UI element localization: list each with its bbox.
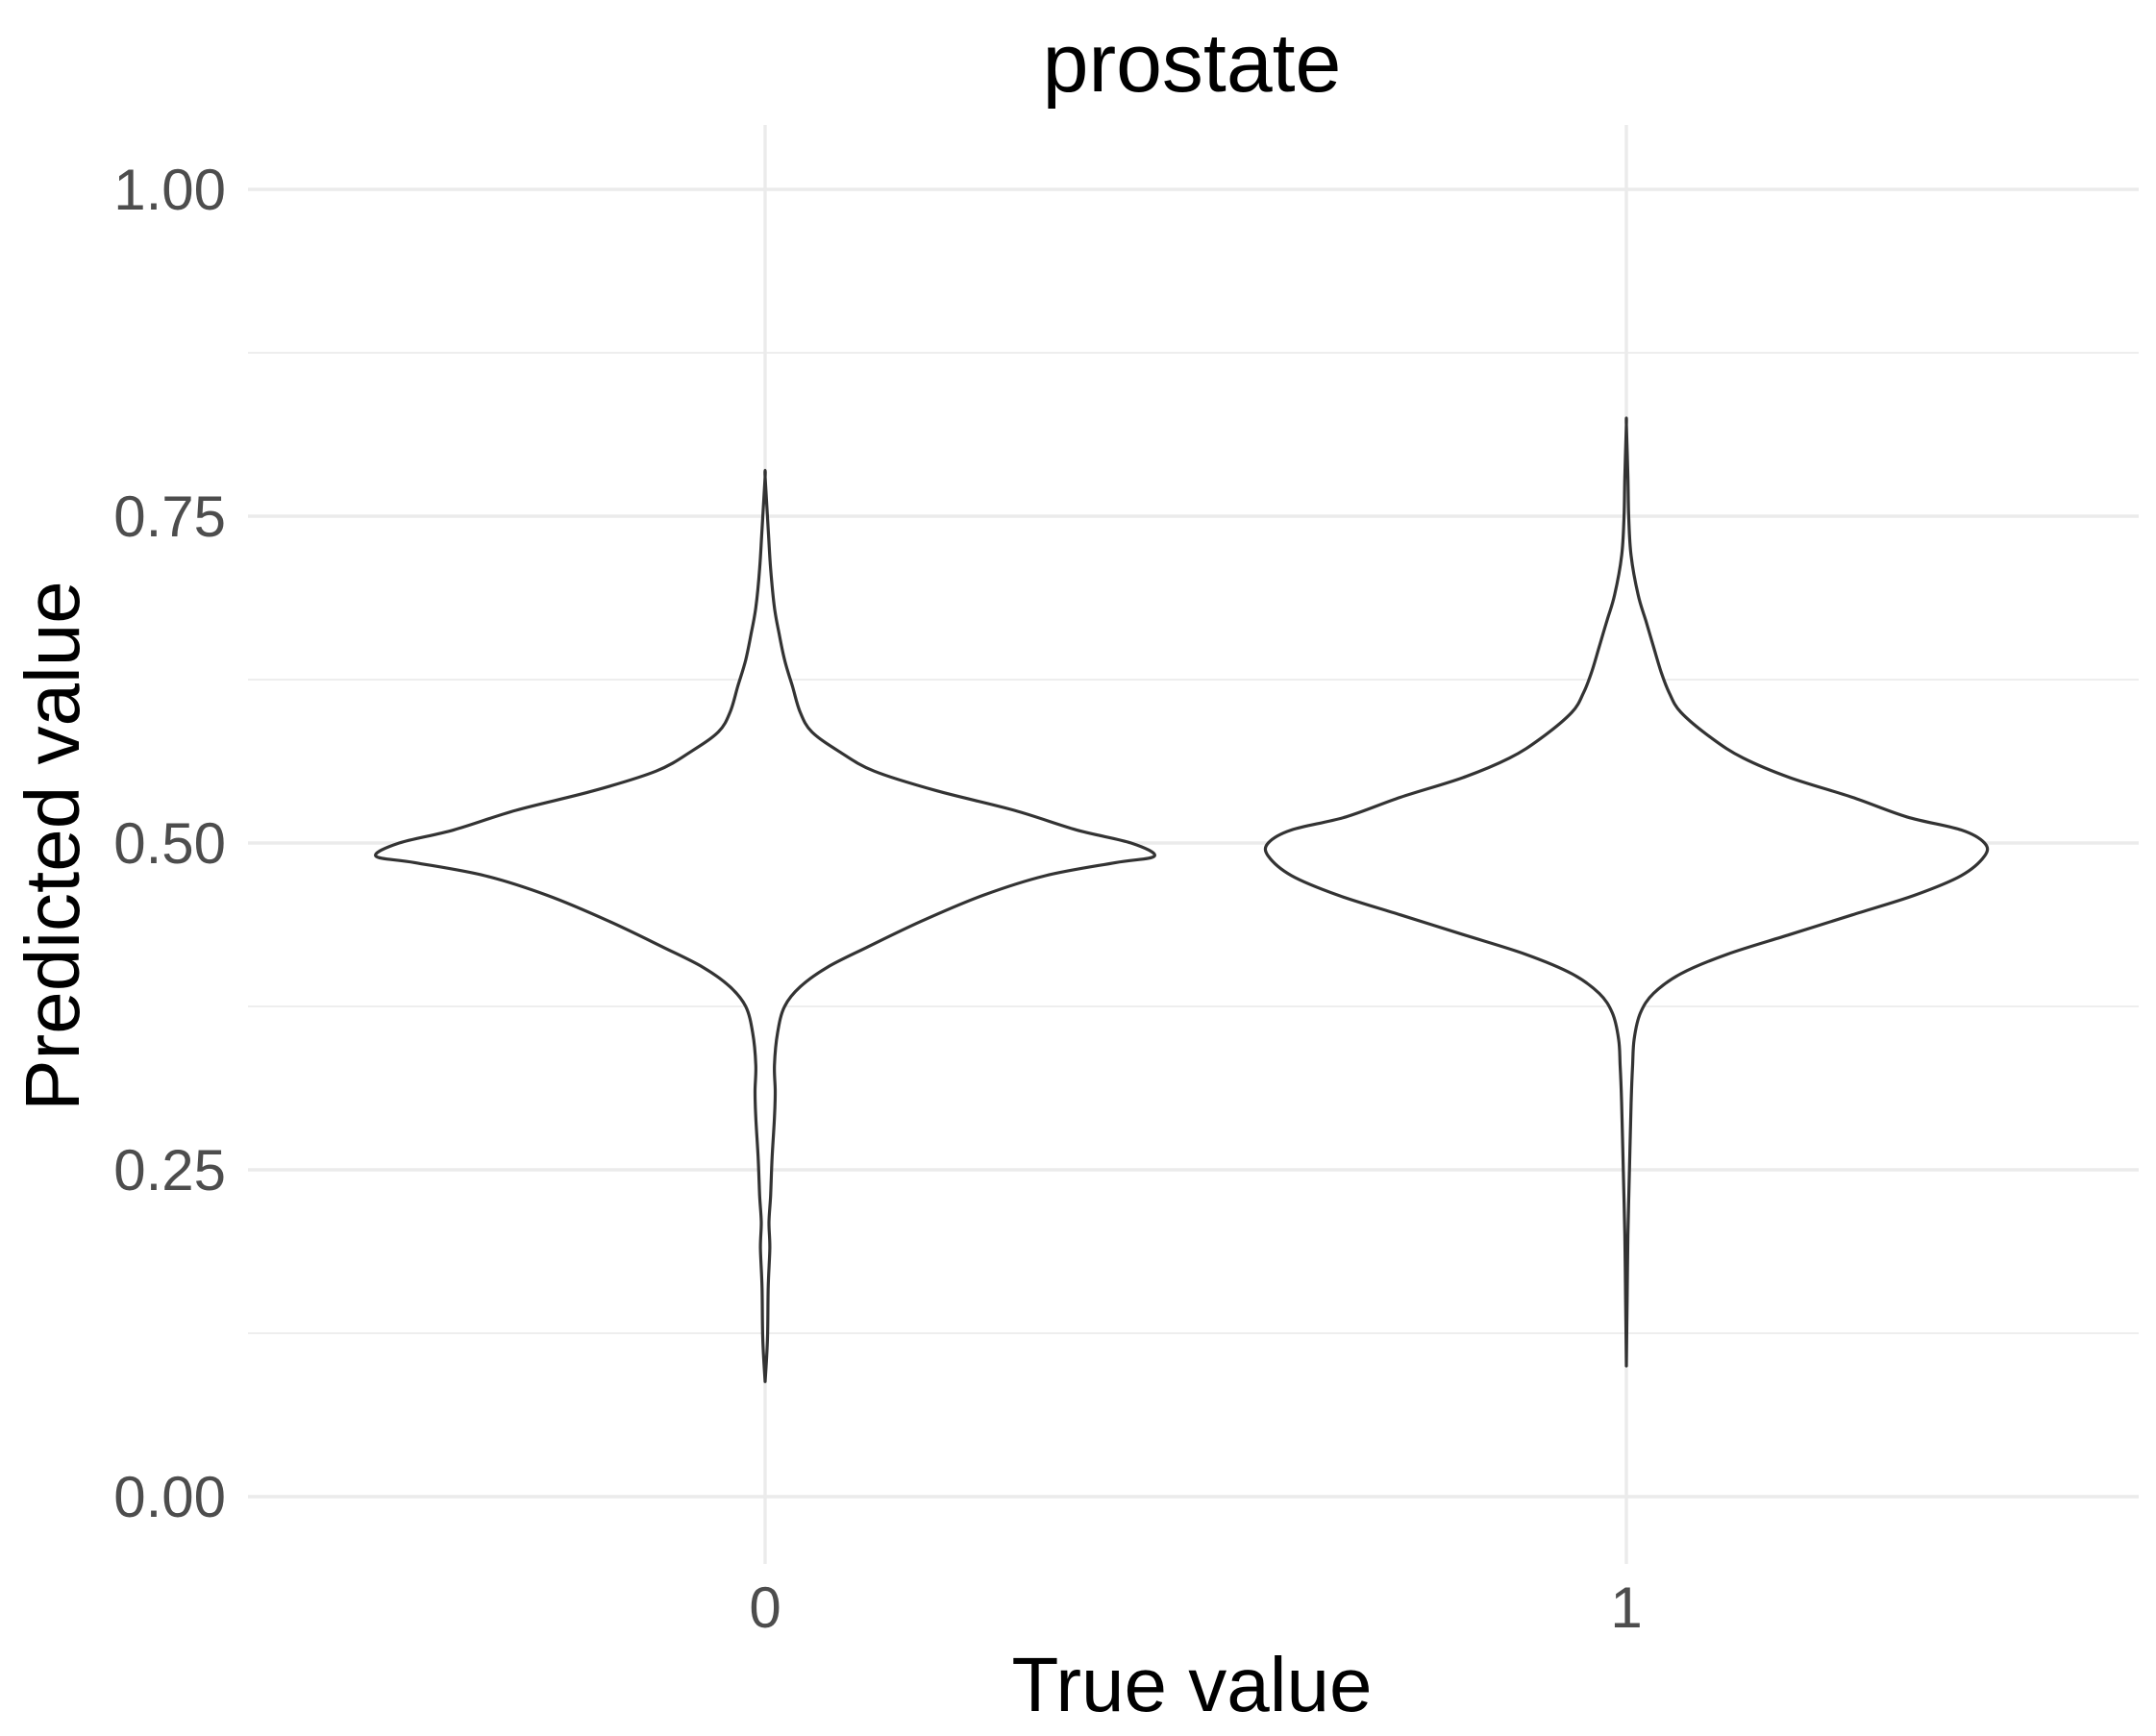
chart-title: prostate xyxy=(1043,17,1342,110)
violin-1 xyxy=(1263,416,1990,1368)
x-tick-label: 0 xyxy=(749,1575,781,1640)
y-tick-labels: 0.00 0.25 0.50 0.75 1.00 xyxy=(113,158,226,1529)
y-tick-label: 0.50 xyxy=(113,811,226,876)
x-axis-title: True value xyxy=(1012,1642,1373,1727)
violin-0 xyxy=(374,468,1156,1383)
y-tick-label: 0.25 xyxy=(113,1138,226,1203)
y-axis-title: Predicted value xyxy=(10,581,95,1110)
y-tick-label: 1.00 xyxy=(113,158,226,222)
y-tick-label: 0.00 xyxy=(113,1465,226,1529)
violins xyxy=(374,416,1990,1383)
x-tick-label: 1 xyxy=(1610,1575,1642,1640)
y-tick-label: 0.75 xyxy=(113,484,226,549)
